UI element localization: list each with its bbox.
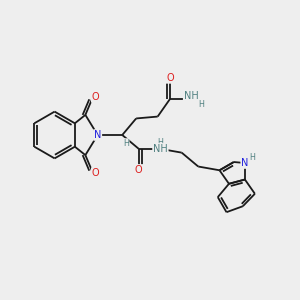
Text: O: O	[135, 165, 142, 175]
Text: NH: NH	[184, 92, 198, 101]
Text: O: O	[92, 168, 99, 178]
Text: O: O	[166, 73, 174, 83]
Text: O: O	[92, 92, 99, 102]
Text: H: H	[199, 100, 205, 109]
Text: N: N	[241, 158, 249, 168]
Text: H: H	[123, 139, 129, 148]
Text: N: N	[94, 130, 101, 140]
Text: NH: NH	[153, 144, 168, 154]
Text: H: H	[250, 153, 255, 162]
Text: H: H	[158, 138, 163, 147]
